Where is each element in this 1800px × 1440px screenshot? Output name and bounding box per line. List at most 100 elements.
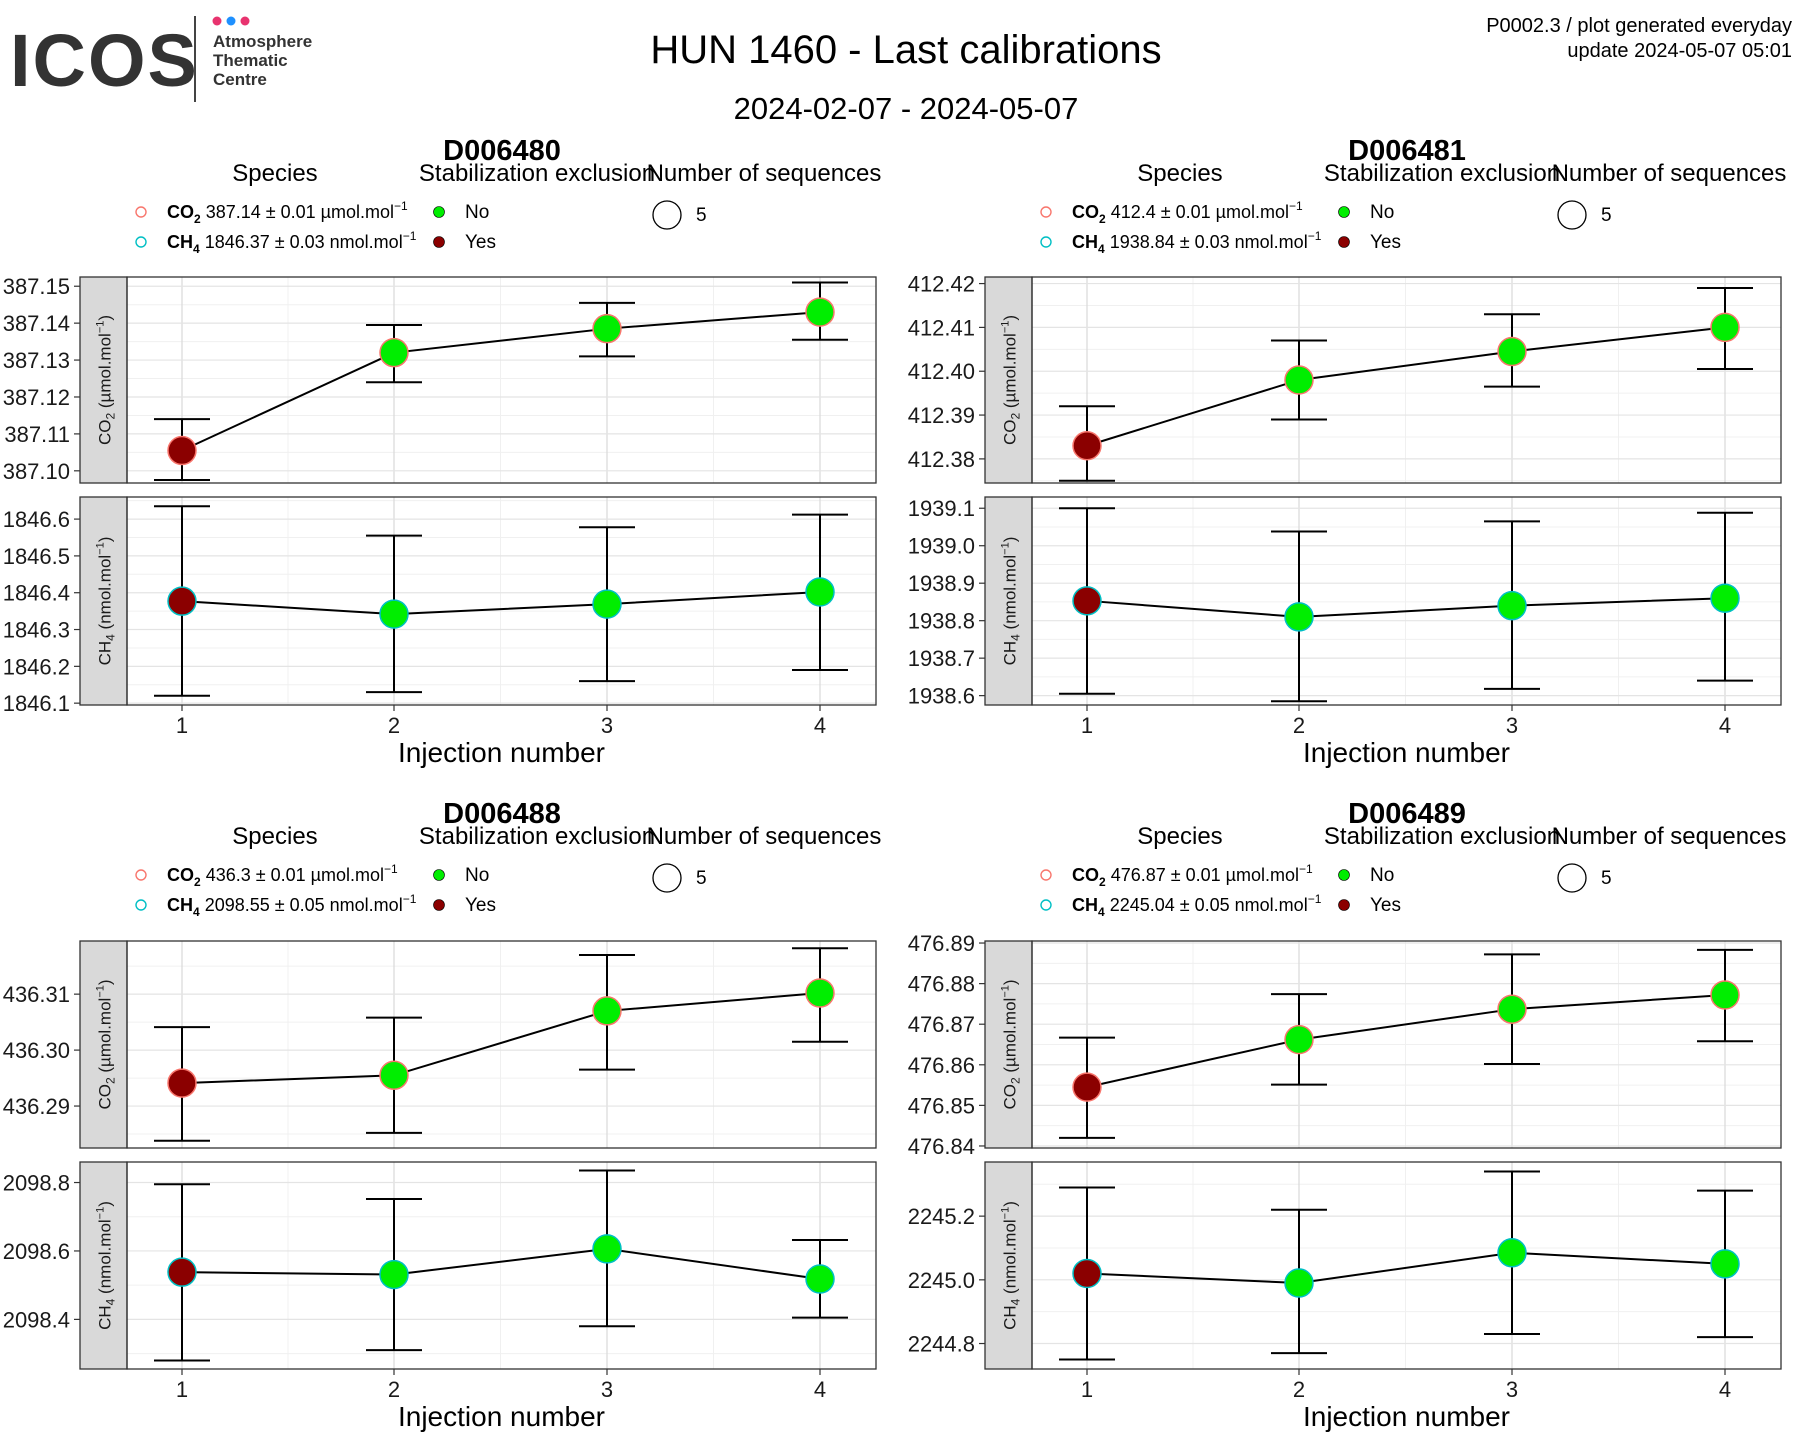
legend-species-name: CO bbox=[1072, 865, 1099, 885]
data-point-ch4 bbox=[1284, 1268, 1314, 1298]
x-tick-label: 3 bbox=[601, 1377, 613, 1402]
legend-ch4-label: CH4 2245.04 ± 0.05 nmol.mol−1 bbox=[1072, 892, 1322, 919]
x-tick-label: 4 bbox=[814, 713, 826, 738]
legend-no-label: No bbox=[1370, 202, 1394, 223]
legend-species-value: 1938.84 ± 0.03 nmol.mol bbox=[1105, 232, 1308, 252]
y-tick-label: 1846.6 bbox=[3, 507, 70, 532]
facet-species: CO bbox=[96, 420, 115, 446]
x-tick-label: 1 bbox=[176, 1377, 188, 1402]
facet-exponent: −1 bbox=[95, 542, 107, 555]
legend-title-species: Species bbox=[1137, 823, 1222, 850]
facet-subscript: 2 bbox=[104, 1077, 118, 1084]
facet-co2: CO2 (µmol.mol−1) 476.84 476.85 476.86 476.87… bbox=[908, 931, 1782, 1159]
data-point-co2 bbox=[167, 1068, 197, 1098]
x-tick-label: 2 bbox=[1293, 1377, 1305, 1402]
panel-d006481: D006481 Species Stabilization exclusionNum… bbox=[908, 135, 1787, 768]
legend-species-subscript: 2 bbox=[1099, 875, 1106, 889]
y-tick-label: 1846.5 bbox=[3, 544, 70, 569]
legend-no-marker bbox=[433, 869, 445, 881]
facet-strip-label: CH4 (nmol.mol−1) bbox=[1000, 1201, 1023, 1330]
facet-strip-label: CO2 (µmol.mol−1) bbox=[1000, 979, 1023, 1109]
y-tick-label: 412.39 bbox=[908, 403, 975, 428]
x-tick-label: 3 bbox=[1506, 1377, 1518, 1402]
facet-ch4: CH4 (nmol.mol−1) 1938.6 1938.7 1938.8 1938.9… bbox=[908, 496, 1782, 709]
data-point-ch4 bbox=[167, 1257, 197, 1287]
plot-background bbox=[1032, 1162, 1781, 1369]
x-axis-label: Injection number bbox=[1303, 1401, 1510, 1432]
facet-close: ) bbox=[96, 315, 115, 321]
legend-yes-label: Yes bbox=[1370, 895, 1401, 916]
legend-species-value: 436.3 ± 0.01 µmol.mol bbox=[201, 865, 384, 885]
legend-species-value: 387.14 ± 0.01 µmol.mol bbox=[201, 202, 394, 222]
legend-title-sequences: Number of sequences bbox=[1552, 823, 1787, 850]
facet-strip bbox=[984, 1161, 1033, 1370]
data-point-ch4 bbox=[1072, 1258, 1102, 1289]
x-tick-label: 1 bbox=[1081, 1377, 1093, 1402]
legend-species-value: 1846.37 ± 0.03 nmol.mol bbox=[200, 232, 403, 252]
facet-species: CH bbox=[96, 1305, 115, 1330]
legend-sequence-label: 5 bbox=[696, 868, 707, 889]
legend-species-exponent: −1 bbox=[1289, 199, 1303, 213]
facet-strip bbox=[984, 940, 1033, 1149]
legend-title-stabilization: Stabilization exclusion bbox=[419, 823, 655, 850]
facet-strip bbox=[79, 496, 128, 706]
y-tick-label: 1938.6 bbox=[908, 684, 975, 709]
legend-ch4-marker bbox=[135, 236, 147, 248]
logo-dot bbox=[212, 16, 222, 26]
panel-d006489: D006489 Species Stabilization exclusionNum… bbox=[908, 798, 1787, 1432]
y-tick-label: 1938.9 bbox=[908, 571, 975, 596]
legend-yes-label: Yes bbox=[465, 232, 496, 253]
y-tick-label: 1939.0 bbox=[908, 534, 975, 559]
x-axis-label: Injection number bbox=[398, 1401, 605, 1432]
x-tick-label: 1 bbox=[1081, 713, 1093, 738]
data-point-ch4 bbox=[1497, 590, 1527, 621]
facet-close: ) bbox=[1001, 979, 1020, 985]
y-tick-label: 2245.0 bbox=[908, 1268, 975, 1293]
legend-species-value: 476.87 ± 0.01 µmol.mol bbox=[1106, 865, 1299, 885]
data-point-ch4 bbox=[592, 589, 622, 619]
legend-species-value: 2245.04 ± 0.05 nmol.mol bbox=[1105, 895, 1308, 915]
panel-d006480: D006480 Species Stabilization exclusionNum… bbox=[3, 135, 882, 768]
plot-background bbox=[1032, 277, 1781, 483]
legend-title-species: Species bbox=[1137, 160, 1222, 187]
facet-unit: (nmol.mol bbox=[1001, 1219, 1020, 1298]
y-tick-label: 387.10 bbox=[3, 459, 70, 484]
data-point-co2 bbox=[1710, 980, 1740, 1010]
facet-close: ) bbox=[1001, 537, 1020, 543]
y-tick-label: 2244.8 bbox=[908, 1332, 975, 1357]
legend-co2-label: CO2 387.14 ± 0.01 µmol.mol−1 bbox=[167, 199, 408, 226]
facet-unit: (µmol.mol bbox=[96, 998, 115, 1078]
logo-line-2: Thematic bbox=[213, 51, 288, 70]
y-tick-label: 476.86 bbox=[908, 1053, 975, 1078]
facet-unit: (µmol.mol bbox=[1001, 998, 1020, 1078]
y-tick-label: 387.12 bbox=[3, 385, 70, 410]
legend-yes-marker bbox=[1338, 899, 1350, 911]
data-point-ch4 bbox=[1710, 1249, 1740, 1279]
series-line-co2 bbox=[1086, 993, 1726, 1089]
data-point-co2 bbox=[1072, 1072, 1102, 1102]
facet-strip bbox=[79, 276, 128, 484]
data-point-co2 bbox=[1710, 312, 1740, 343]
plot-border bbox=[126, 940, 877, 1149]
update-time: update 2024-05-07 05:01 bbox=[1567, 40, 1792, 62]
legend-sequence-label: 5 bbox=[696, 205, 707, 226]
legend-species-exponent: −1 bbox=[403, 229, 417, 243]
facet-species: CH bbox=[96, 641, 115, 666]
x-tick-label: 4 bbox=[814, 1377, 826, 1402]
facet-subscript: 4 bbox=[1009, 1298, 1023, 1305]
plot-border bbox=[126, 1161, 877, 1370]
facet-subscript: 2 bbox=[104, 413, 118, 420]
date-range: 2024-02-07 - 2024-05-07 bbox=[734, 91, 1079, 126]
logo-dot bbox=[240, 16, 250, 26]
data-point-ch4 bbox=[379, 1259, 409, 1290]
facet-subscript: 4 bbox=[104, 634, 118, 641]
legend-title-species: Species bbox=[232, 160, 317, 187]
series-line-co2 bbox=[181, 311, 821, 452]
data-point-co2 bbox=[1284, 1024, 1314, 1055]
legend-yes-marker bbox=[433, 899, 445, 911]
legend-species-name: CO bbox=[1072, 202, 1099, 222]
legend-co2-marker bbox=[1040, 869, 1052, 881]
y-tick-label: 2098.8 bbox=[3, 1171, 70, 1196]
